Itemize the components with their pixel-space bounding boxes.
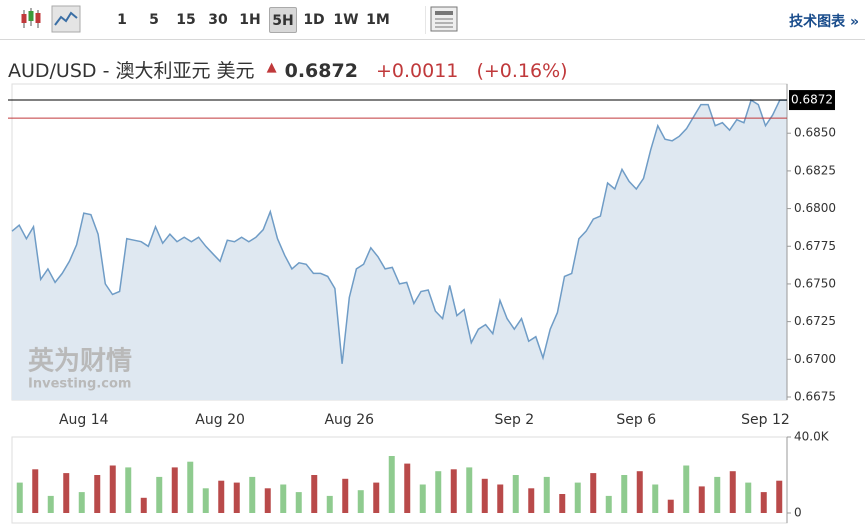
- volume-bar: [481, 478, 488, 513]
- watermark-site: Investing.com: [28, 377, 131, 392]
- volume-bar: [683, 465, 690, 513]
- interval-button[interactable]: 1H: [239, 12, 261, 28]
- up-arrow: ▲: [266, 60, 277, 75]
- x-tick-label: Sep 2: [494, 412, 534, 428]
- interval-button[interactable]: 1: [117, 12, 127, 28]
- x-tick-label: Aug 26: [324, 412, 374, 428]
- y-tick-label: 0.6800: [794, 201, 836, 215]
- line-icon[interactable]: [51, 5, 81, 33]
- interval-button[interactable]: 5H: [269, 7, 297, 33]
- volume-bar: [621, 475, 628, 513]
- last-price-label: 0.6872: [791, 93, 833, 107]
- volume-bar: [776, 480, 783, 513]
- volume-bar: [590, 473, 597, 513]
- volume-bar: [574, 482, 581, 513]
- volume-bar: [373, 482, 380, 513]
- volume-bar: [357, 490, 364, 513]
- volume-bar: [636, 471, 643, 513]
- interval-button[interactable]: 1D: [303, 12, 325, 28]
- volume-bar: [140, 497, 147, 513]
- volume-bar: [435, 471, 442, 513]
- toolbar: 技术图表 » 1 5 15 30 1H 5H 1D 1W 1M: [0, 0, 865, 40]
- interval-button[interactable]: 1M: [366, 12, 390, 28]
- price-line: [11, 98, 787, 364]
- y-tick-label: 0: [794, 506, 802, 520]
- volume-bar: [388, 456, 395, 513]
- volume-bar: [295, 492, 302, 513]
- volume-bar: [450, 469, 457, 513]
- volume-bar: [512, 475, 519, 513]
- interval-button[interactable]: 5: [149, 12, 159, 28]
- area-fill: [12, 100, 787, 400]
- volume-bar: [264, 488, 271, 513]
- volume-bar: [652, 484, 659, 513]
- price: 0.6872: [284, 60, 358, 82]
- volume-bar: [543, 476, 550, 513]
- volume-bar: [559, 494, 566, 513]
- volume-bar: [760, 492, 767, 513]
- volume-bar: [187, 461, 194, 513]
- volume-bar: [280, 484, 287, 513]
- volume-bar: [326, 495, 333, 513]
- y-tick-label: 0.6850: [794, 126, 836, 140]
- interval-button[interactable]: 1W: [333, 12, 359, 28]
- change: +0.0011: [375, 60, 459, 82]
- volume-bar: [94, 475, 101, 513]
- volume-bar: [497, 484, 504, 513]
- volume-bar: [729, 471, 736, 513]
- x-tick-label: Sep 12: [741, 412, 790, 428]
- volume-bar: [16, 482, 23, 513]
- y-tick-label: 0.6775: [794, 239, 836, 253]
- volume-bar: [528, 488, 535, 513]
- volume-bar: [202, 488, 209, 513]
- volume-bar: [32, 469, 39, 513]
- news-icon[interactable]: [425, 0, 465, 40]
- candles-icon[interactable]: [21, 8, 41, 28]
- technical-chart-link[interactable]: 技术图表 »: [789, 14, 859, 30]
- volume-bar: [249, 476, 256, 513]
- y-tick-label: 0.6675: [794, 389, 836, 403]
- volume-bar: [125, 467, 132, 513]
- volume-bar: [78, 492, 85, 513]
- volume-bar: [745, 482, 752, 513]
- interval-button[interactable]: 30: [208, 12, 228, 28]
- symbol: AUD/USD - 澳大利亚元 美元: [8, 60, 255, 82]
- volume-bar: [419, 484, 426, 513]
- volume-bar: [171, 467, 178, 513]
- y-tick-label: 40.0K: [794, 430, 830, 444]
- quote-header: AUD/USD - 澳大利亚元 美元 ▲ 0.6872 +0.0011 (+0.…: [8, 56, 574, 83]
- x-tick-label: Aug 20: [195, 412, 245, 428]
- y-tick-label: 0.6725: [794, 314, 836, 328]
- watermark-brand: 英为财情: [28, 347, 132, 377]
- volume-bar: [47, 495, 54, 513]
- change-percent: (+0.16%): [476, 60, 568, 82]
- volume-bar: [342, 478, 349, 513]
- volume-bar: [698, 486, 705, 513]
- volume-bar: [404, 463, 411, 513]
- y-tick-label: 0.6750: [794, 276, 836, 290]
- volume-bar: [233, 482, 240, 513]
- volume-bar: [109, 465, 116, 513]
- volume-bar: [667, 499, 674, 513]
- volume-bar: [605, 495, 612, 513]
- chart-type-icons: [21, 5, 81, 33]
- last-price-box: [789, 90, 835, 111]
- volume-bar: [466, 467, 473, 513]
- y-tick-label: 0.6700: [794, 352, 836, 366]
- y-tick-label: 0.6825: [794, 163, 836, 177]
- volume-bar: [156, 476, 163, 513]
- volume-bar: [311, 475, 318, 513]
- volume-bar: [218, 480, 225, 513]
- x-tick-label: Aug 14: [59, 412, 109, 428]
- x-tick-label: Sep 6: [616, 412, 656, 428]
- volume-bar: [714, 476, 721, 513]
- interval-button[interactable]: 15: [176, 12, 196, 28]
- volume-bar: [63, 473, 70, 513]
